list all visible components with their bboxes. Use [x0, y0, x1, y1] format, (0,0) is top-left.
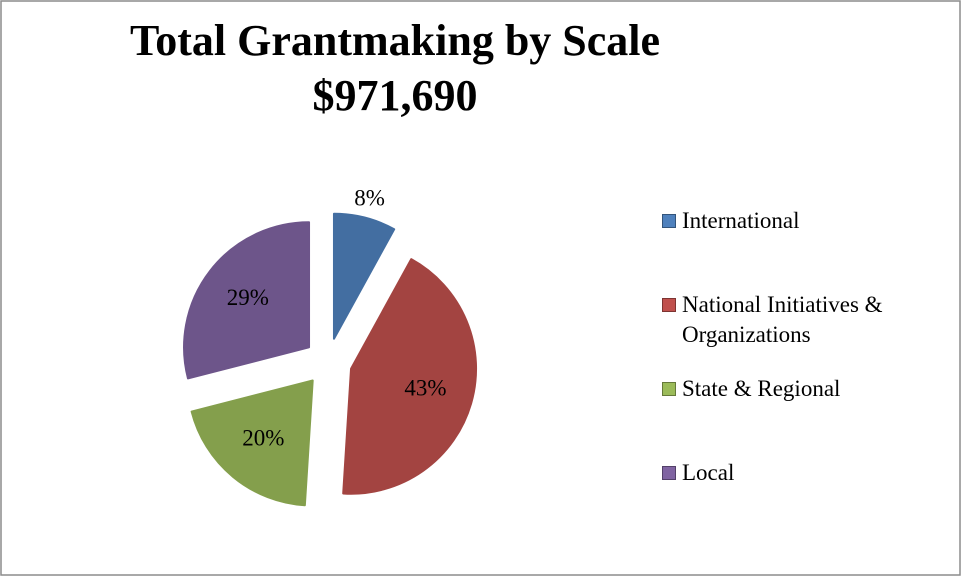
legend-swatch: [662, 298, 676, 312]
legend-item: National Initiatives & Organizations: [662, 290, 932, 350]
legend-swatch: [662, 214, 676, 228]
data-label: 8%: [354, 186, 385, 211]
legend-item: International: [662, 206, 932, 236]
data-label: 43%: [404, 376, 446, 401]
legend-label: National Initiatives & Organizations: [682, 292, 883, 347]
data-label: 20%: [242, 425, 284, 450]
legend-swatch: [662, 466, 676, 480]
pie-slice: [190, 379, 314, 507]
legend-item: State & Regional: [662, 374, 932, 404]
legend-item: Local: [662, 458, 932, 488]
legend-label: International: [682, 208, 800, 233]
chart-subtitle: $971,690: [313, 71, 478, 120]
pie-slice: [183, 221, 311, 380]
legend-swatch: [662, 382, 676, 396]
legend-label: State & Regional: [682, 376, 841, 401]
pie-slice: [342, 258, 478, 495]
legend-label: Local: [682, 460, 735, 485]
data-label: 29%: [227, 285, 269, 310]
pie-slice: [332, 212, 396, 340]
chart-title: Total Grantmaking by Scale: [130, 16, 660, 65]
